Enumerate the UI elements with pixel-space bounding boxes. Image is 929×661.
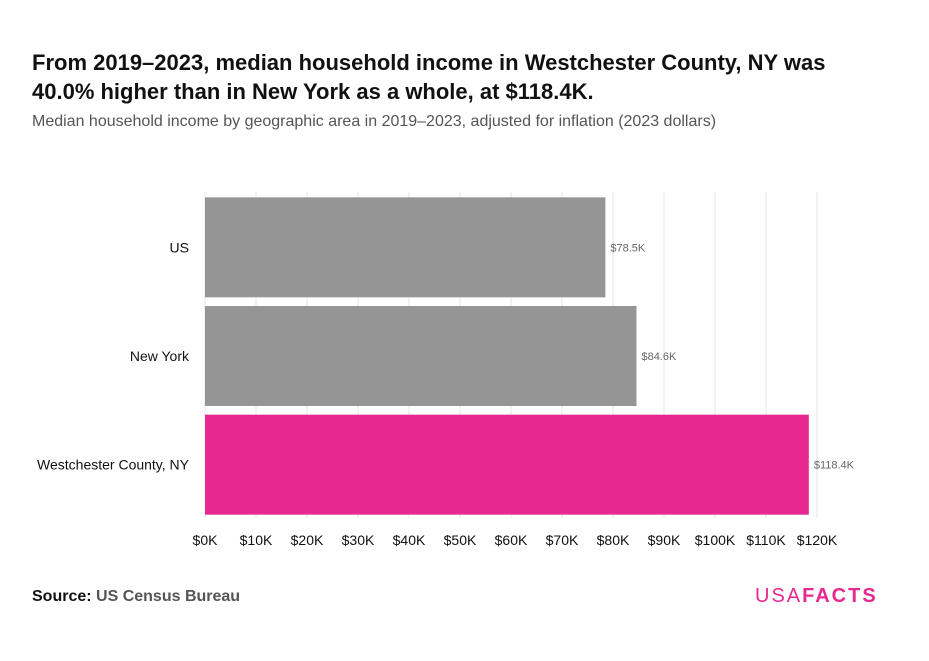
bar bbox=[205, 197, 606, 298]
source-text: US Census Bureau bbox=[96, 588, 241, 605]
x-tick-label: $40K bbox=[393, 532, 426, 548]
data-label: $78.5K bbox=[610, 242, 646, 254]
source-label: Source: bbox=[32, 588, 92, 605]
bar bbox=[205, 306, 637, 406]
data-label: $118.4K bbox=[814, 460, 855, 472]
x-tick-label: $80K bbox=[597, 532, 630, 548]
data-label: $84.6K bbox=[641, 351, 677, 363]
bar bbox=[205, 414, 809, 515]
x-tick-label: $20K bbox=[291, 532, 324, 548]
source: Source: US Census Bureau bbox=[32, 588, 240, 606]
y-category-label: New York bbox=[130, 348, 190, 364]
y-category-label: Westchester County, NY bbox=[37, 457, 190, 473]
chart-subtitle: Median household income by geographic ar… bbox=[32, 113, 717, 130]
x-tick-label: $0K bbox=[193, 532, 219, 548]
usafacts-logo: USAFACTS bbox=[755, 585, 878, 608]
x-tick-label: $60K bbox=[495, 532, 528, 548]
x-tick-label: $70K bbox=[546, 532, 579, 548]
x-tick-label: $30K bbox=[342, 532, 375, 548]
x-tick-label: $10K bbox=[240, 532, 273, 548]
x-tick-label: $100K bbox=[695, 532, 736, 548]
x-tick-label: $90K bbox=[648, 532, 681, 548]
x-tick-label: $110K bbox=[746, 532, 786, 548]
x-tick-label: $50K bbox=[444, 532, 477, 548]
logo-part1: USA bbox=[755, 585, 803, 607]
logo-part2: FACTS bbox=[802, 585, 878, 607]
chart-title: From 2019–2023, median household income … bbox=[32, 50, 826, 104]
y-category-label: US bbox=[170, 239, 189, 255]
x-tick-label: $120K bbox=[797, 532, 838, 548]
